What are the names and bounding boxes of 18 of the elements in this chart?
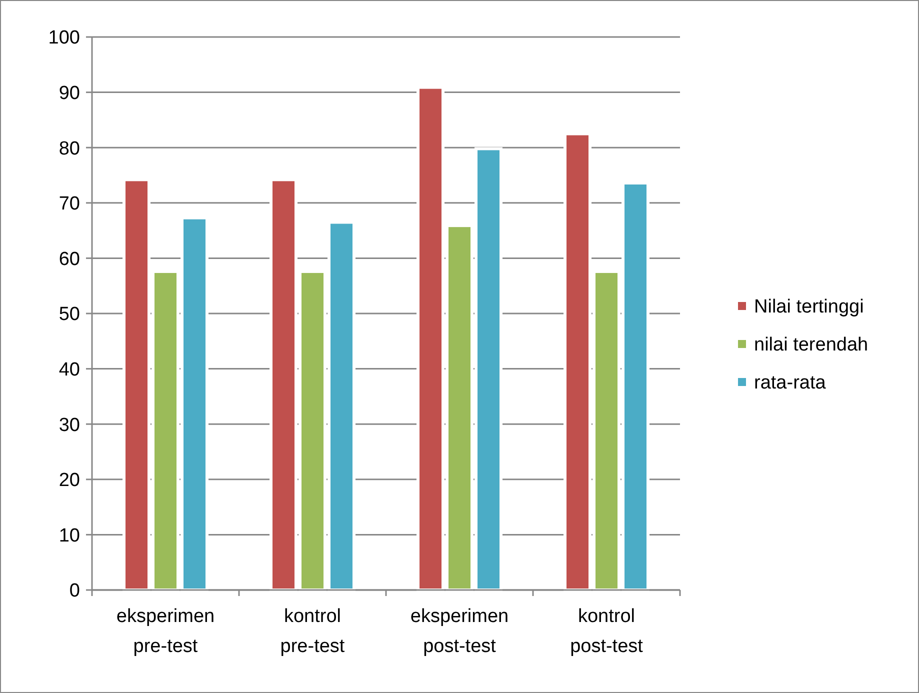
y-tick-label: 90 <box>58 82 80 104</box>
legend-label: rata-rata <box>754 372 826 394</box>
x-tick-label: eksperimen pre-test <box>116 606 215 657</box>
y-tick-label: 80 <box>58 138 80 160</box>
y-tick-label: 30 <box>58 414 80 436</box>
y-tick-label: 0 <box>69 580 80 602</box>
legend-label: Nilai tertinggi <box>754 296 864 318</box>
x-tick-label: eksperimen post-test <box>410 606 509 657</box>
y-tick-label: 10 <box>58 525 80 546</box>
y-tick-label: 50 <box>58 304 80 326</box>
x-tick-label: kontrol post-test <box>570 606 644 657</box>
y-tick-label: 20 <box>58 470 80 492</box>
x-tick-label: kontrol pre-test <box>280 606 346 657</box>
y-tick-label: 60 <box>58 248 80 270</box>
y-tick-label: 40 <box>58 359 80 380</box>
y-tick-label: 100 <box>48 28 80 49</box>
legend-label: nilai terendah <box>754 334 868 356</box>
y-tick-label: 70 <box>58 194 80 215</box>
